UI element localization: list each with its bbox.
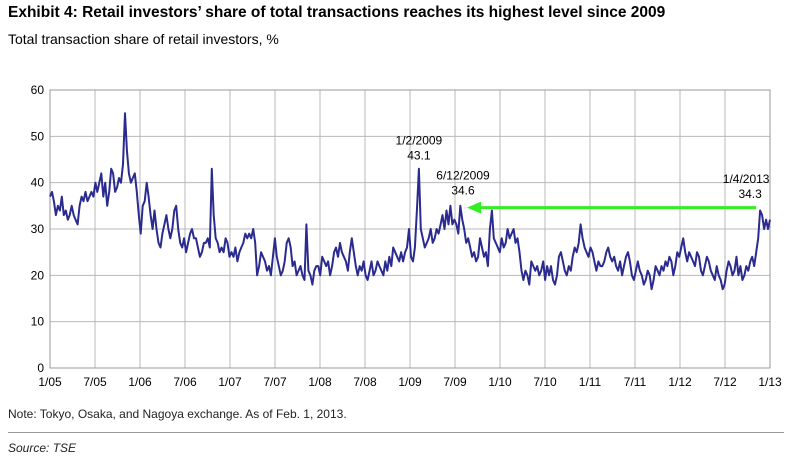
y-tick-label: 10 <box>31 315 45 329</box>
x-tick-label: 1/11 <box>579 375 602 389</box>
x-tick-label: 7/12 <box>713 375 737 389</box>
x-tick-label: 1/06 <box>128 375 152 389</box>
footer-divider <box>8 432 784 433</box>
annotation-date-1: 1/2/2009 <box>396 133 443 147</box>
x-tick-label: 7/08 <box>353 375 377 389</box>
x-tick-label: 7/06 <box>173 375 197 389</box>
series-line <box>49 112 771 291</box>
annotation-value-1: 43.1 <box>407 148 431 162</box>
chart-source: Source: TSE <box>8 441 77 455</box>
x-tick-label: 7/07 <box>263 375 287 389</box>
y-tick-label: 40 <box>31 176 45 190</box>
y-tick-label: 0 <box>37 361 44 375</box>
comparison-arrow-head <box>467 201 481 214</box>
x-tick-label: 7/05 <box>83 375 107 389</box>
y-tick-label: 60 <box>31 83 45 97</box>
x-tick-label: 1/13 <box>758 375 782 389</box>
line-chart: 0 10 20 30 40 50 60 1/05 7/05 1/06 7/06 1/07 7/07 1/0… <box>31 83 782 389</box>
x-tick-label: 1/07 <box>218 375 242 389</box>
plot-border <box>49 89 771 369</box>
x-tick-label: 1/08 <box>308 375 332 389</box>
chart-title: Exhibit 4: Retail investors’ share of to… <box>8 4 666 21</box>
chart-subtitle: Total transaction share of retail invest… <box>8 31 279 47</box>
axes: 0 10 20 30 40 50 60 1/05 7/05 1/06 7/06 1/07 7/07 1/0… <box>31 83 782 389</box>
annotation-date-3: 1/4/2013 <box>723 172 770 186</box>
x-tick-label: 1/10 <box>488 375 512 389</box>
y-tick-label: 20 <box>31 268 45 282</box>
y-tick-label: 50 <box>31 129 45 143</box>
annotation-value-3: 34.3 <box>738 187 762 201</box>
chart-note: Note: Tokyo, Osaka, and Nagoya exchange.… <box>8 407 347 421</box>
series-layer <box>49 112 771 291</box>
x-tick-label: 1/12 <box>668 375 692 389</box>
y-tick-label: 30 <box>31 222 45 236</box>
x-tick-label: 7/09 <box>443 375 467 389</box>
annotation-date-2: 6/12/2009 <box>436 169 490 183</box>
annotation-value-2: 34.6 <box>451 184 475 198</box>
x-tick-label: 7/10 <box>533 375 557 389</box>
x-tick-label: 7/11 <box>624 375 647 389</box>
x-tick-label: 1/09 <box>398 375 422 389</box>
x-tick-label: 1/05 <box>38 375 62 389</box>
